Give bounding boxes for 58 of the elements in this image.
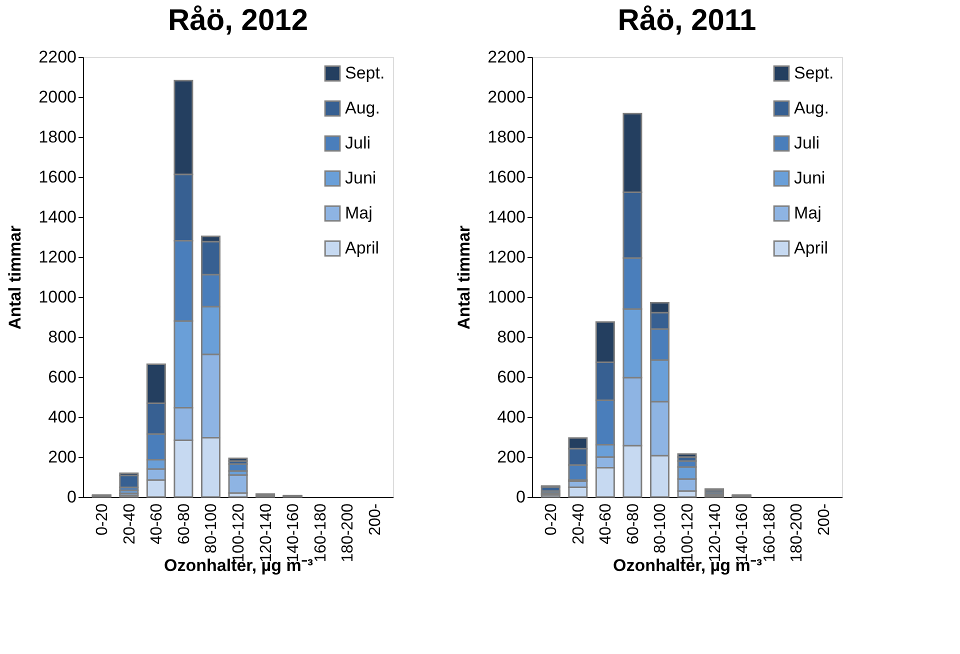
x-tick-label: 0-20 [543, 503, 560, 536]
y-tick-label: 1200 [488, 248, 526, 266]
legend-label: Maj [345, 204, 372, 222]
y-tick-label: 2200 [488, 48, 526, 66]
y-tick-label: 800 [497, 328, 526, 346]
y-tick-label: 2200 [38, 48, 76, 66]
legend-label: Juli [794, 134, 820, 152]
x-tick-label: 80-100 [652, 503, 670, 554]
x-tick-label: 100-120 [680, 503, 696, 562]
y-tick-label: 2000 [38, 88, 76, 106]
y-tick-label: 1800 [488, 128, 526, 146]
y-tick-label: 1800 [38, 128, 76, 146]
x-tick-label: 80-100 [203, 503, 220, 554]
x-tick-label: 100-120 [230, 503, 248, 562]
x-tick-label: 160-180 [312, 503, 330, 562]
x-tick-label: 200- [366, 504, 384, 536]
y-tick-label: 1600 [38, 168, 76, 186]
y-tick-label: 200 [497, 448, 526, 466]
y-tick-label: 600 [497, 368, 526, 386]
x-tick-label: 40-60 [598, 503, 615, 544]
legend-label: Juni [794, 168, 826, 188]
y-tick-label: 1000 [38, 288, 76, 306]
y-tick-label: 2000 [488, 88, 526, 106]
chart-title: Råö, 2012 [168, 4, 308, 37]
y-axis-title: Antal timmar [6, 225, 25, 330]
legend-label: Juni [345, 168, 376, 188]
x-tick-label: 180-200 [340, 503, 357, 562]
x-tick-label: 60-80 [624, 503, 642, 544]
y-tick-label: 400 [497, 408, 526, 426]
legend-label: Aug. [794, 98, 829, 118]
x-tick-label: 60-80 [176, 503, 193, 544]
legend-label: Juli [345, 134, 371, 152]
x-tick-label: 200- [816, 504, 833, 536]
legend-label: Sept. [794, 64, 834, 82]
legend-label: Sept. [345, 64, 385, 82]
y-tick-label: 0 [67, 488, 76, 506]
chart-title: Råö, 2011 [618, 4, 756, 37]
y-tick-label: 1600 [488, 168, 526, 186]
y-tick-label: 1000 [488, 288, 526, 306]
y-tick-label: 1400 [38, 208, 76, 226]
x-tick-label: 40-60 [148, 503, 166, 544]
x-tick-label: 160-180 [761, 503, 778, 562]
y-tick-label: 0 [516, 488, 526, 506]
y-tick-label: 800 [48, 328, 76, 346]
y-tick-label: 200 [48, 448, 76, 466]
x-tick-label: 20-40 [570, 503, 588, 544]
legend-label: April [345, 238, 380, 258]
y-tick-label: 400 [48, 408, 76, 426]
x-tick-label: 0-20 [94, 503, 112, 536]
x-tick-label: 20-40 [121, 503, 138, 544]
y-tick-label: 1200 [38, 248, 76, 266]
x-tick-label: 180-200 [788, 503, 806, 562]
legend-label: April [794, 238, 828, 258]
legend-label: Maj [794, 204, 822, 222]
y-tick-label: 1400 [488, 208, 526, 226]
y-axis-title: Antal timmar [454, 225, 474, 330]
y-tick-label: 600 [48, 368, 76, 386]
legend-label: Aug. [345, 98, 380, 118]
